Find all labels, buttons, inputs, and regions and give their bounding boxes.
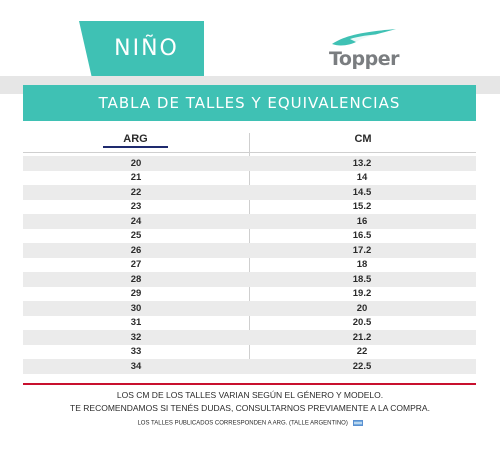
cell-arg: 34: [130, 360, 142, 372]
table-row: 34 22.5: [23, 359, 476, 374]
table-row: 23 15.2: [23, 200, 476, 215]
cell-cm: 22.5: [352, 360, 372, 372]
category-tab: NIÑO: [79, 21, 204, 76]
cell-arg: 29: [130, 288, 142, 300]
table-row: 24 16: [23, 214, 476, 229]
brand-logo: Topper: [326, 26, 402, 76]
column-header-arg: ARG: [103, 133, 168, 148]
cell-cm: 16.5: [352, 230, 372, 242]
cell-cm: 20: [356, 302, 368, 314]
footer-note-line2: TE RECOMENDAMOS SI TENÉS DUDAS, CONSULTA…: [70, 403, 430, 413]
cell-cm: 18: [356, 259, 368, 271]
cell-arg: 27: [130, 259, 142, 271]
cell-arg: 24: [130, 215, 142, 227]
table-row: 32 21.2: [23, 330, 476, 345]
cell-arg: 31: [130, 317, 142, 329]
cell-cm: 20.5: [352, 317, 372, 329]
cell-arg: 30: [130, 302, 142, 314]
table-row: 27 18: [23, 258, 476, 273]
table-row: 21 14: [23, 171, 476, 186]
cell-arg: 32: [130, 331, 142, 343]
table-title: TABLA DE TALLES Y EQUIVALENCIAS: [98, 94, 401, 112]
cell-cm: 22: [356, 346, 368, 358]
cell-cm: 14.5: [352, 186, 372, 198]
cell-cm: 18.5: [352, 273, 372, 285]
cell-arg: 25: [130, 230, 142, 242]
table-title-bar: TABLA DE TALLES Y EQUIVALENCIAS: [23, 85, 476, 121]
table-row: 28 18.5: [23, 272, 476, 287]
cell-cm: 19.2: [352, 288, 372, 300]
topper-logo-icon: [332, 29, 396, 46]
cell-arg: 22: [130, 186, 142, 198]
footer-note-small: LOS TALLES PUBLICADOS CORRESPONDEN A ARG…: [0, 420, 500, 427]
table-row: 33 22: [23, 345, 476, 360]
table-row: 31 20.5: [23, 316, 476, 331]
cell-cm: 16: [356, 215, 368, 227]
table-row: 22 14.5: [23, 185, 476, 200]
cell-arg: 33: [130, 346, 142, 358]
cell-cm: 15.2: [352, 201, 372, 213]
cell-cm: 14: [356, 172, 368, 184]
table-row: 20 13.2: [23, 156, 476, 171]
footer-divider: [23, 383, 476, 385]
cell-arg: 21: [130, 172, 142, 184]
table-row: 29 19.2: [23, 287, 476, 302]
cell-cm: 17.2: [352, 244, 372, 256]
cell-arg: 20: [130, 157, 142, 169]
footer-note-line1: LOS CM DE LOS TALLES VARIAN SEGÚN EL GÉN…: [116, 390, 384, 400]
footer-note-small-text: LOS TALLES PUBLICADOS CORRESPONDEN A ARG…: [137, 420, 348, 427]
table-header: ARG CM: [23, 133, 476, 151]
table-row: 26 17.2: [23, 243, 476, 258]
cell-arg: 28: [130, 273, 142, 285]
brand-name: Topper: [329, 48, 399, 70]
cell-arg: 26: [130, 244, 142, 256]
column-header-cm: CM: [354, 133, 372, 145]
cell-arg: 23: [130, 201, 142, 213]
cell-cm: 21.2: [352, 331, 372, 343]
cell-cm: 13.2: [352, 157, 372, 169]
argentina-flag-icon: [352, 420, 363, 426]
table-row: 25 16.5: [23, 229, 476, 244]
category-label: NIÑO: [114, 36, 179, 61]
table-row: 30 20: [23, 301, 476, 316]
size-table-body: 20 13.2 21 14 22 14.5 23 15.2 24 16 25 1…: [23, 156, 476, 374]
